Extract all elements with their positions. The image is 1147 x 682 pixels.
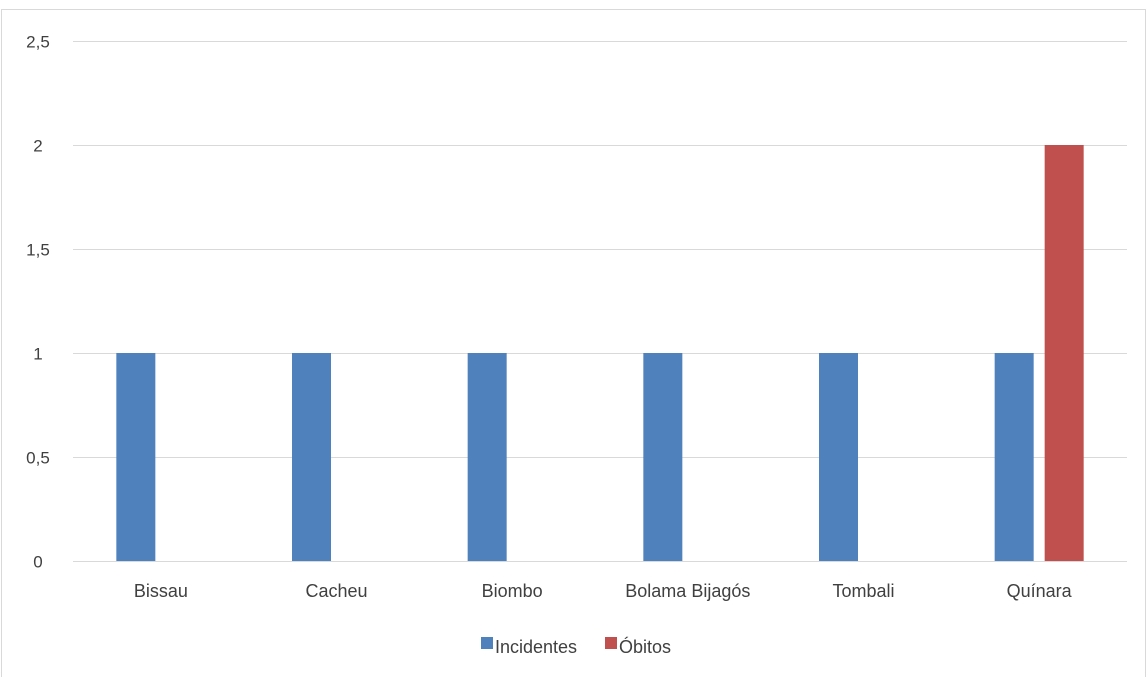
x-tick-label: Cacheu [305,581,367,601]
legend-swatch [481,637,493,649]
bar-incidentes [116,353,156,561]
y-tick-label: 1,5 [26,241,50,260]
x-tick-label: Bolama Bijagós [625,581,750,601]
legend-swatch [605,637,617,649]
x-tick-label: Quínara [1007,581,1073,601]
bar-incidentes [467,353,507,561]
bar-incidentes [994,353,1034,561]
bar-incidentes [643,353,683,561]
legend-label: Incidentes [495,637,577,657]
y-tick-label: 0,5 [26,449,50,468]
y-axis-tick-labels: 0 0,5 1 1,5 2 2,5 [26,33,50,572]
x-tick-label: Biombo [482,581,543,601]
y-tick-label: 0 [33,553,42,572]
bar-incidentes [819,353,858,561]
x-tick-label: Tombali [832,581,894,601]
legend: Incidentes Óbitos [481,636,671,657]
bar-obitos [1044,145,1084,561]
y-tick-label: 1 [33,345,42,364]
x-axis-tick-labels: Bissau Cacheu Biombo Bolama Bijagós Tombali Q… [134,581,1073,601]
bars [116,145,1084,561]
bar-incidentes [292,353,331,561]
gridlines [73,41,1127,562]
legend-label: Óbitos [619,636,671,657]
y-tick-label: 2 [33,137,42,156]
chart-border [1,9,1146,678]
x-tick-label: Bissau [134,581,188,601]
y-tick-label: 2,5 [26,33,50,52]
